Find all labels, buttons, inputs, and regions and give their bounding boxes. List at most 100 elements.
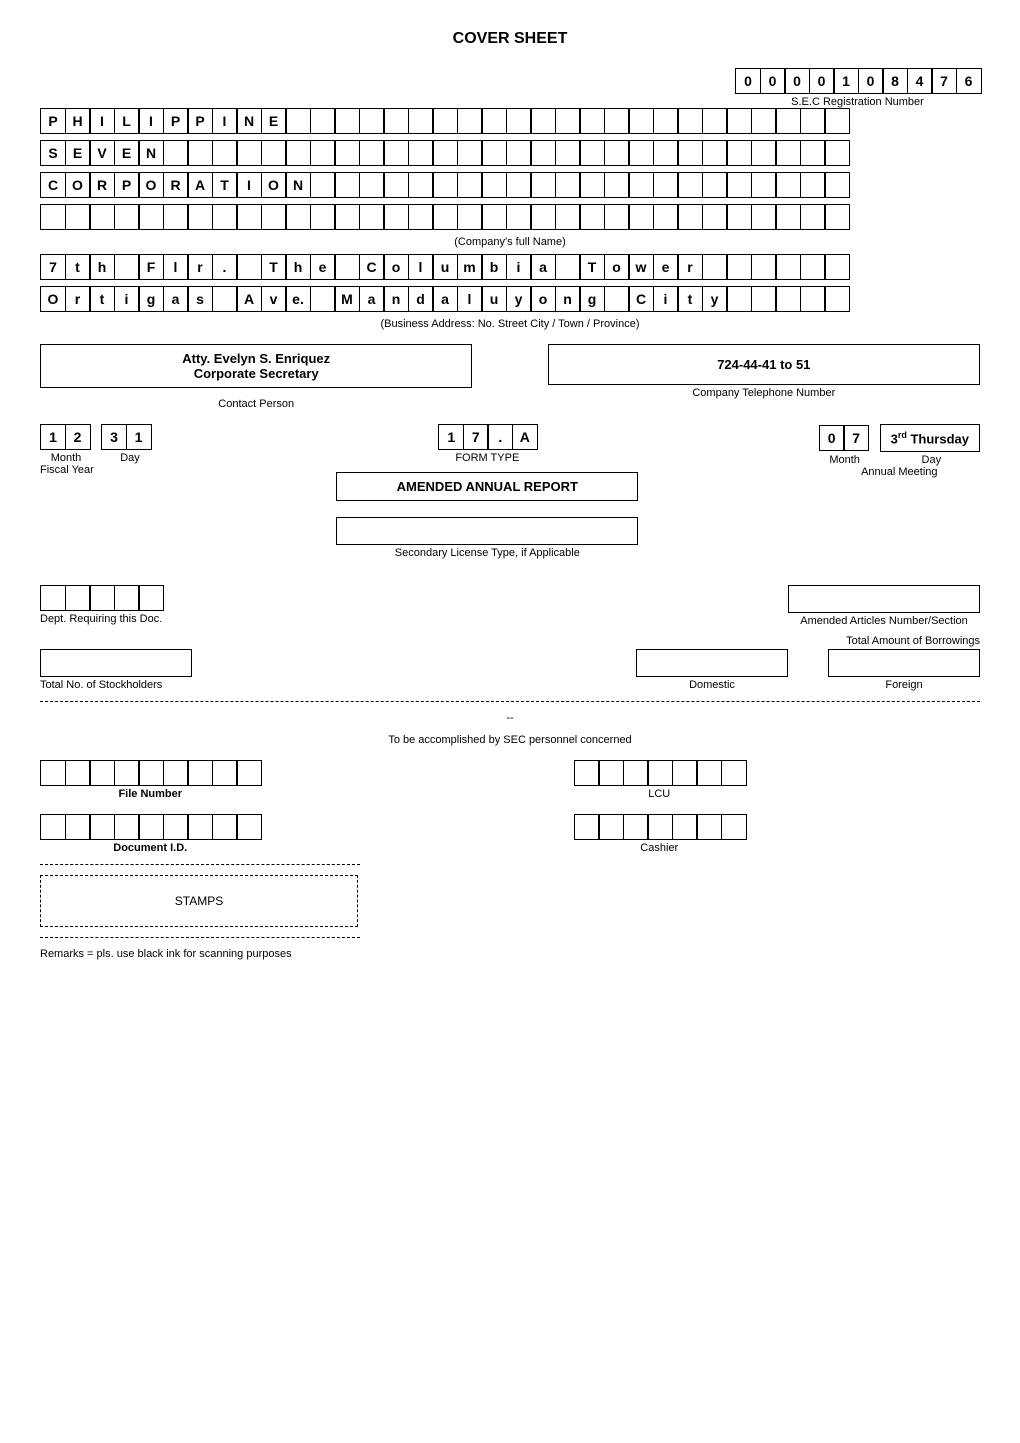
dept-cell (40, 585, 66, 611)
company-name-cell (604, 108, 630, 134)
company-name-cell (824, 172, 850, 198)
sec-accomplished: To be accomplished by SEC personnel conc… (40, 734, 980, 746)
company-name-cell: V (89, 140, 115, 166)
company-name-cell (751, 140, 777, 166)
address: 7thFlr.TheColumbiaTowerOrtigasAve.Mandal… (40, 254, 980, 312)
lcu-cell (672, 760, 698, 786)
company-name-cell (432, 204, 458, 230)
annual-meeting: 07 3rd Thursday Month Day Annual Meeting (819, 424, 980, 478)
dash: -- (40, 712, 980, 724)
company-name-cell (800, 172, 826, 198)
address-cell: y (702, 286, 728, 312)
address-cell: g (579, 286, 605, 312)
company-name-cell (824, 140, 850, 166)
sec-reg-cell: 1 (833, 68, 859, 94)
company-name-cell (555, 140, 581, 166)
company-name-cell: O (261, 172, 287, 198)
file-number-cell (114, 760, 140, 786)
stockholders: Total No. of Stockholders (40, 649, 192, 691)
company-name-cell (677, 204, 703, 230)
company-name-cell: R (163, 172, 189, 198)
address-cell: s (187, 286, 213, 312)
address-cell: M (334, 286, 360, 312)
address-cell: g (138, 286, 164, 312)
company-name-cell: O (65, 172, 91, 198)
company-name-cell: P (163, 108, 189, 134)
amended-report: AMENDED ANNUAL REPORT (336, 472, 638, 501)
docid-cell (89, 814, 115, 840)
address-cell: b (481, 254, 507, 280)
docid-cell (236, 814, 262, 840)
company-name-cell (530, 140, 556, 166)
docid-cell (187, 814, 213, 840)
company-name-cell (604, 204, 630, 230)
lcu-cell (623, 760, 649, 786)
company-name-cell (285, 108, 311, 134)
company-name-cell (702, 172, 728, 198)
fiscal-day-label: Day (104, 452, 156, 464)
address-cell (310, 286, 336, 312)
company-name-cell (653, 140, 679, 166)
address-cell: t (677, 286, 703, 312)
address-cell: h (285, 254, 311, 280)
company-name-cell (775, 108, 801, 134)
company-name-cell (702, 140, 728, 166)
company-name-cell (726, 108, 752, 134)
company-name-cell (481, 140, 507, 166)
company-name-cell (163, 204, 189, 230)
company-name-cell (383, 172, 409, 198)
company-name: PHILIPPINESEVENCORPORATION (40, 108, 980, 230)
company-name-cell (800, 204, 826, 230)
company-name-cell (775, 172, 801, 198)
company-name-cell (432, 108, 458, 134)
company-name-cell (334, 204, 360, 230)
company-name-cell (285, 140, 311, 166)
address-cell: a (163, 286, 189, 312)
docid-cell (212, 814, 238, 840)
file-number-cell (187, 760, 213, 786)
company-name-cell (383, 108, 409, 134)
company-name-cell (163, 140, 189, 166)
lcu-label: LCU (574, 788, 746, 800)
stamps-label: STAMPS (175, 894, 223, 908)
form-type-cell: 1 (438, 424, 464, 450)
fiscal-month-cell: 1 (40, 424, 66, 450)
address-cell: e (653, 254, 679, 280)
address-cell: i (114, 286, 140, 312)
company-name-cell (628, 172, 654, 198)
sec-reg-row: 0000108476 S.E.C Registration Number (40, 68, 980, 108)
company-name-cell (653, 204, 679, 230)
dept-cell (138, 585, 164, 611)
company-name-cell (114, 204, 140, 230)
address-cell (604, 286, 630, 312)
cashier-cell (647, 814, 673, 840)
form-type-cell: 7 (463, 424, 489, 450)
cashier-cell (623, 814, 649, 840)
company-name-cell (481, 204, 507, 230)
address-cell: h (89, 254, 115, 280)
company-name-cell (530, 108, 556, 134)
company-name-cell (359, 140, 385, 166)
address-cell: u (432, 254, 458, 280)
address-cell: a (432, 286, 458, 312)
company-name-cell (726, 140, 752, 166)
sec-reg-cell: 0 (760, 68, 786, 94)
address-cell: . (212, 254, 238, 280)
company-name-cell (800, 140, 826, 166)
company-name-cell (628, 204, 654, 230)
address-cell: F (138, 254, 164, 280)
company-name-cell: A (187, 172, 213, 198)
form-type: 17.A FORM TYPE AMENDED ANNUAL REPORT Sec… (336, 424, 638, 559)
company-name-cell (677, 140, 703, 166)
company-name-cell (187, 204, 213, 230)
lcu-cell (574, 760, 600, 786)
fiscal-year-label: Fiscal Year (40, 464, 156, 476)
form-type-cell: . (487, 424, 513, 450)
address-cell: l (457, 286, 483, 312)
address-cell (726, 254, 752, 280)
contact-person-label: Contact Person (40, 398, 472, 410)
company-name-cell: P (114, 172, 140, 198)
company-name-cell (236, 140, 262, 166)
address-cell: m (457, 254, 483, 280)
address-cell: a (359, 286, 385, 312)
